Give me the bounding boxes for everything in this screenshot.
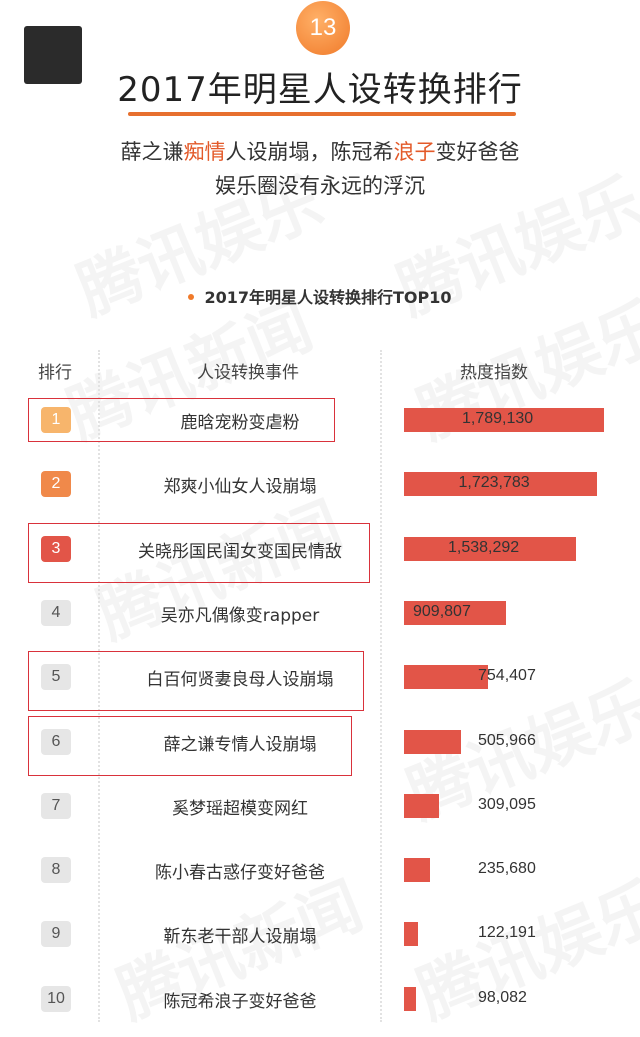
column-header-heat: 热度指数 xyxy=(460,363,528,383)
heat-bar xyxy=(404,536,576,561)
event-label: 陈冠希浪子变好爸爸 xyxy=(163,991,317,1012)
heat-bar xyxy=(404,729,461,754)
bullet-dot-icon xyxy=(188,294,195,300)
event-label: 鹿晗宠粉变虐粉 xyxy=(180,413,300,433)
heat-bar xyxy=(404,986,416,1011)
event-label: 白百何贤妻良母人设崩塌 xyxy=(146,670,334,691)
highlight-box xyxy=(28,522,370,583)
heat-value: 1,538,292 xyxy=(448,538,520,556)
heat-bar xyxy=(404,858,430,883)
heat-bar xyxy=(404,665,488,690)
heat-value: 909,807 xyxy=(413,602,471,620)
menu-bar xyxy=(428,53,458,57)
heat-value: 754,407 xyxy=(478,667,536,685)
page-number-badge: 13 xyxy=(296,1,350,55)
heat-bar xyxy=(404,600,506,625)
event-label: 郑爽小仙女人设崩塌 xyxy=(163,477,317,498)
rank-badge: 3 xyxy=(41,535,71,562)
subtitle-text: 变好爸爸 xyxy=(435,140,520,164)
event-label: 奚梦瑶超模变网红 xyxy=(172,798,308,819)
highlight-box xyxy=(28,715,352,776)
column-header-event: 人设转换事件 xyxy=(197,363,299,383)
subtitle-text: 人设崩塌，陈冠希 xyxy=(225,140,394,164)
heat-bar xyxy=(404,793,439,818)
heat-value: 505,966 xyxy=(478,731,536,749)
event-label: 关晓彤国民闺女变国民情敌 xyxy=(138,541,342,562)
subtitle-text: 薛之谦 xyxy=(120,140,184,164)
watermark: 腾讯娱乐 xyxy=(402,855,640,1036)
rank-badge: 9 xyxy=(41,921,71,948)
rank-badge: 2 xyxy=(41,471,71,498)
heat-value: 235,680 xyxy=(478,860,536,878)
subtitle-line-2: 娱乐圈没有永远的浮沉 xyxy=(215,174,425,198)
title-underline xyxy=(128,112,516,116)
heat-value: 1,789,130 xyxy=(462,410,534,427)
event-label: 吴亦凡偶像变rapper xyxy=(160,605,320,626)
rank-badge: 7 xyxy=(41,792,71,819)
rank-badge: 10 xyxy=(41,985,71,1012)
subtitle-line-1: 薛之谦痴情人设崩塌，陈冠希浪子变好爸爸 xyxy=(0,136,640,166)
rank-badge: 8 xyxy=(41,857,71,884)
highlight-box xyxy=(28,398,335,442)
rank-badge: 5 xyxy=(41,664,71,691)
chart-title: 2017年明星人设转换排行TOP10 xyxy=(0,284,640,308)
rank-badge: 1 xyxy=(41,407,71,433)
event-label: 薛之谦专情人设崩塌 xyxy=(163,734,317,755)
heat-value: 309,095 xyxy=(478,795,536,813)
event-label: 靳东老干部人设崩塌 xyxy=(163,927,317,948)
subtitle-highlight: 浪子 xyxy=(393,140,436,164)
heat-bar xyxy=(404,472,597,497)
highlight-box xyxy=(28,651,364,712)
chart-title-text: 2017年明星人设转换排行TOP10 xyxy=(204,288,452,307)
column-separator xyxy=(98,350,100,1022)
subtitle-highlight: 痴情 xyxy=(183,140,226,164)
heat-value: 98,082 xyxy=(478,988,527,1006)
page-title: 2017年明星人设转换排行 xyxy=(117,70,523,110)
hamburger-menu-icon[interactable] xyxy=(24,26,458,84)
event-label: 陈小春古惑仔变好爸爸 xyxy=(155,863,325,884)
column-separator xyxy=(380,350,382,1022)
heat-bar xyxy=(404,408,604,432)
column-header-rank: 排行 xyxy=(38,363,72,383)
heat-value: 1,723,783 xyxy=(458,474,530,492)
heat-value: 122,191 xyxy=(478,924,536,942)
rank-badge: 4 xyxy=(41,599,71,626)
heat-bar xyxy=(404,922,418,947)
rank-badge: 6 xyxy=(41,728,71,755)
